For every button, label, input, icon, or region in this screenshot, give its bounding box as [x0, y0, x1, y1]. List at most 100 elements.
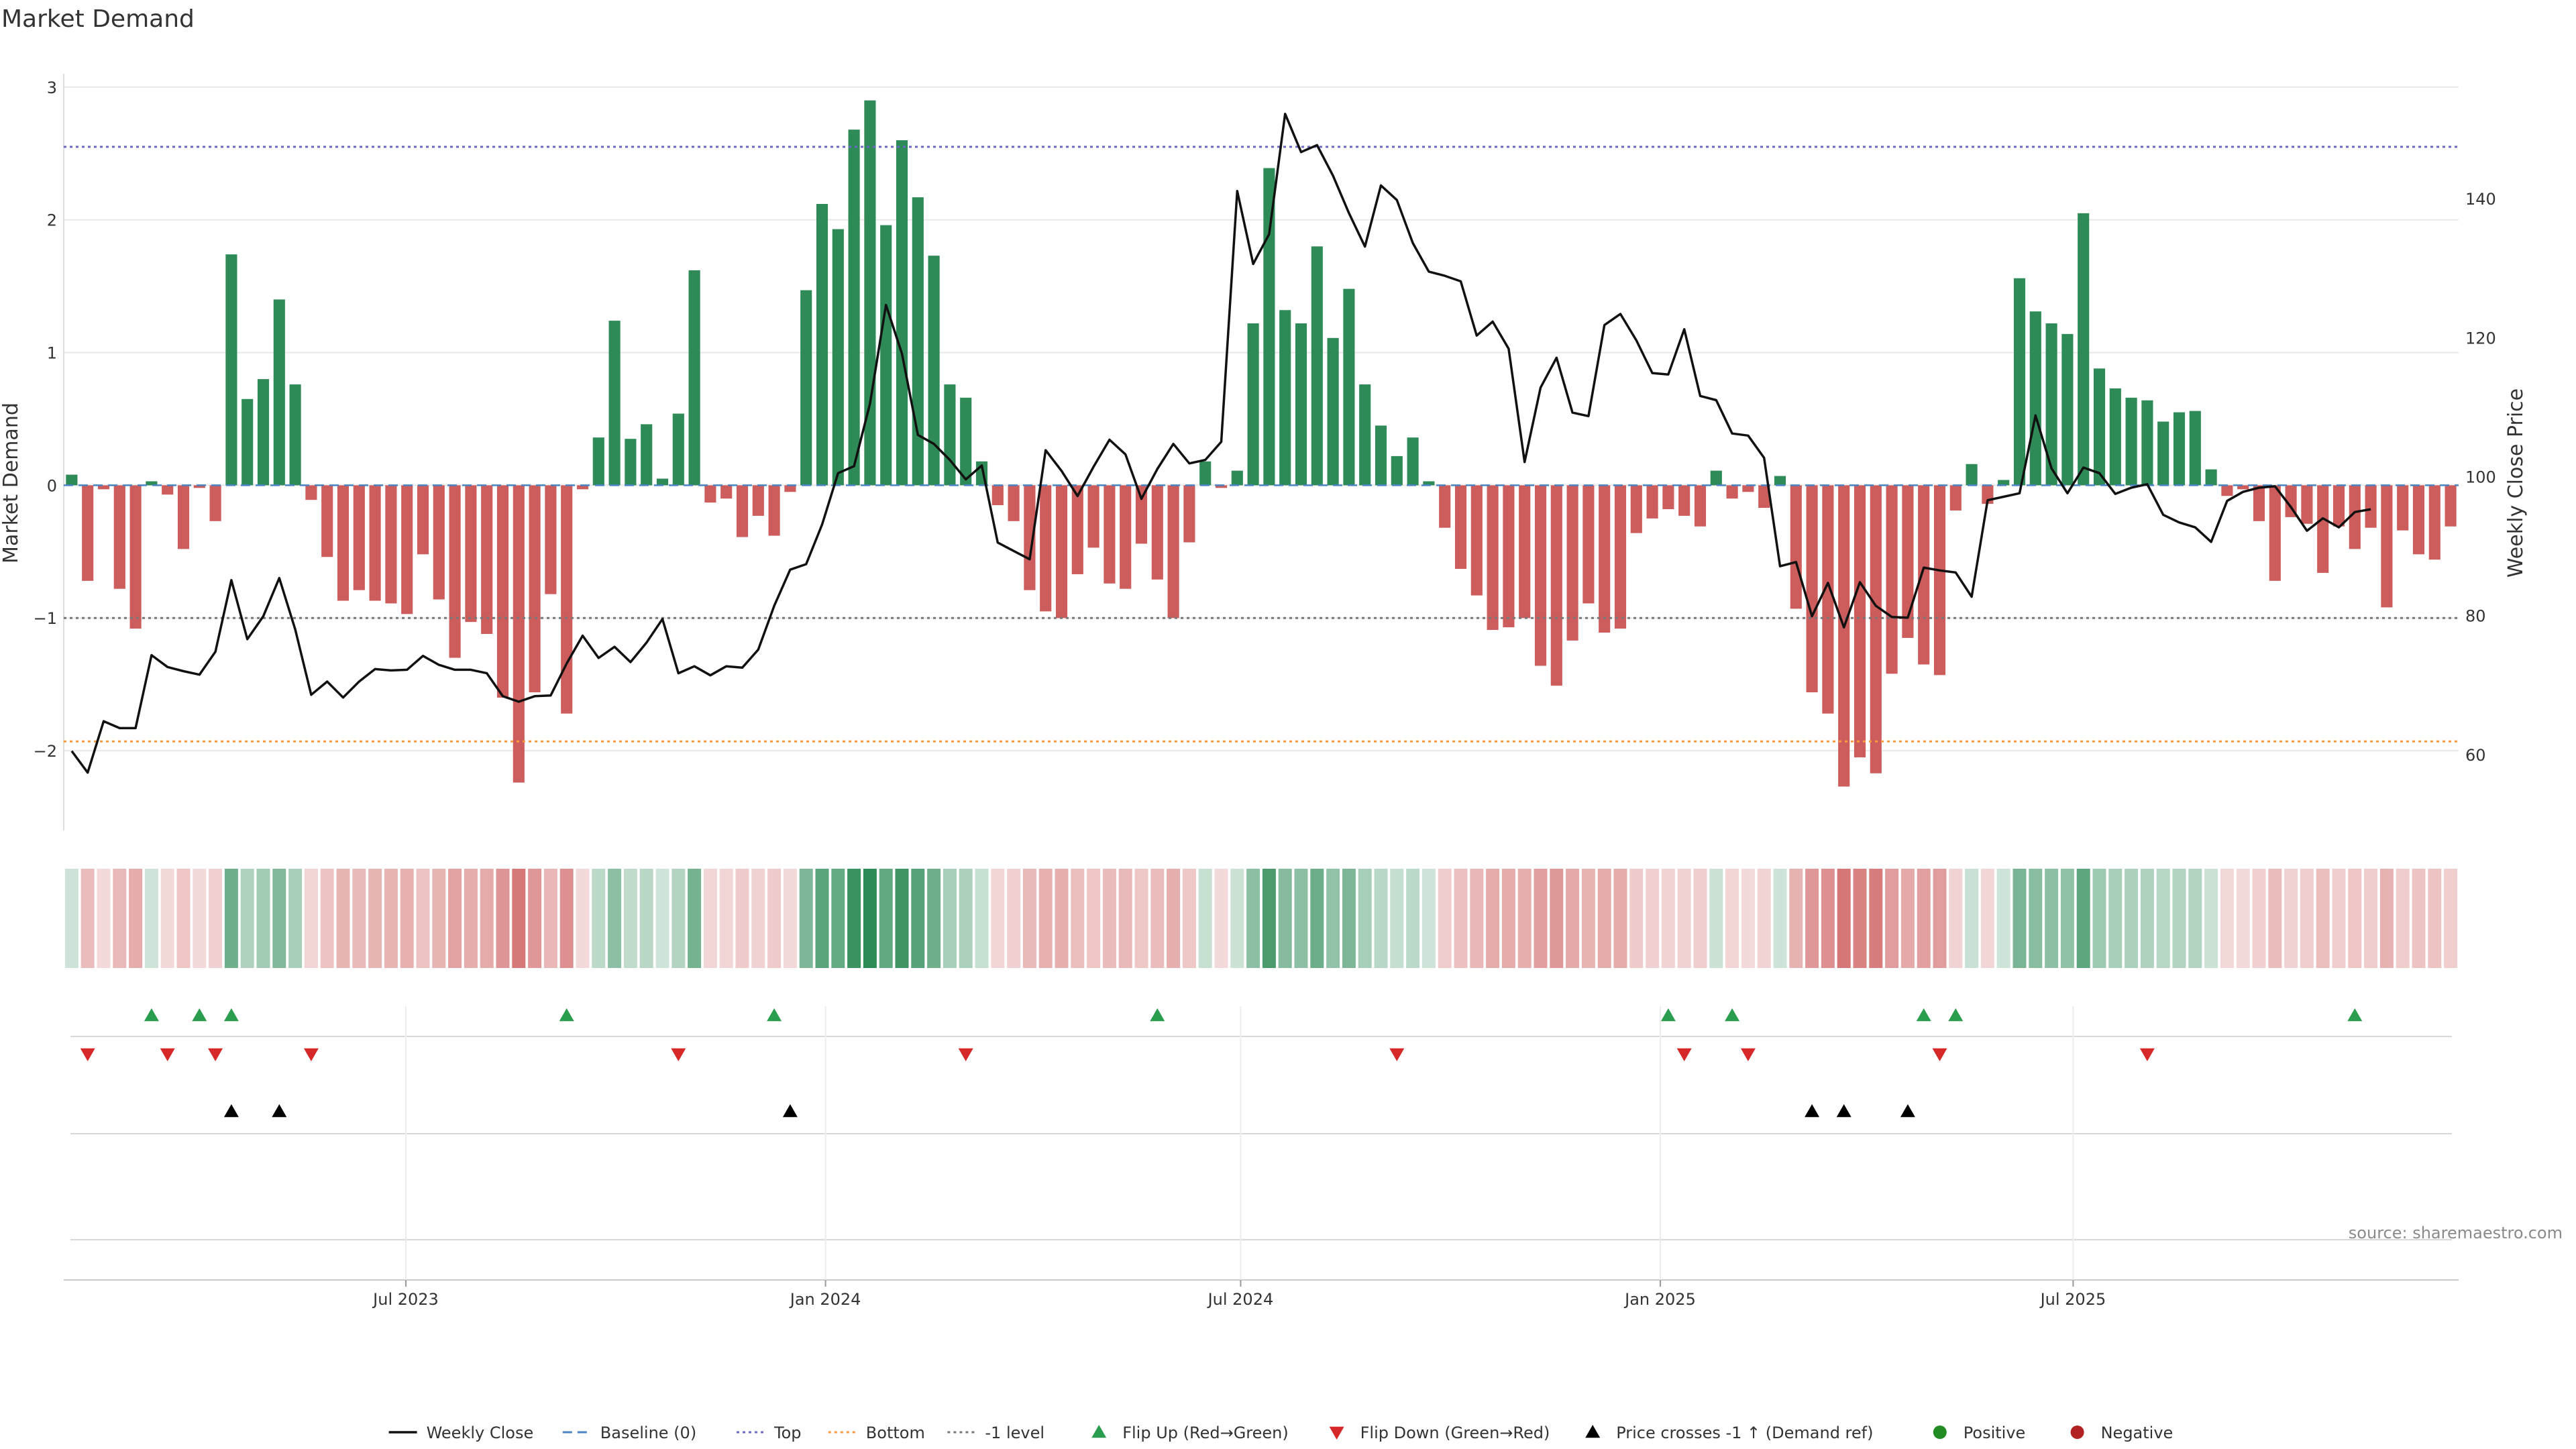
demand-bar-negative	[784, 485, 796, 492]
legend-item: Flip Up (Red→Green)	[1091, 1424, 1289, 1442]
legend-item: Positive	[1933, 1424, 2026, 1442]
heat-cell-negative	[193, 869, 207, 968]
flip-up-marker	[1725, 1008, 1740, 1022]
demand-bar-negative	[2269, 485, 2281, 581]
demand-bar-negative	[1726, 485, 1738, 499]
legend-label: Positive	[1964, 1424, 2026, 1442]
y-tick-label: 1	[47, 344, 57, 363]
flip-up-marker	[1948, 1008, 1964, 1022]
demand-bar-negative	[1008, 485, 1020, 521]
demand-bar-positive	[672, 413, 684, 486]
heat-cell-negative	[2220, 869, 2234, 968]
demand-bar-negative	[449, 485, 461, 658]
price-cross-marker	[1805, 1104, 1820, 1118]
heat-cell-negative	[1693, 869, 1707, 968]
legend-item: Flip Down (Green→Red)	[1329, 1424, 1550, 1442]
heat-cell-positive	[1390, 869, 1404, 968]
flip-up-marker	[192, 1008, 207, 1022]
heat-cell-negative	[1501, 869, 1515, 968]
demand-bar-positive	[960, 397, 972, 486]
demand-bar-positive	[832, 229, 844, 486]
heat-cell-positive	[1294, 869, 1308, 968]
chart-title: Market Demand	[1, 5, 195, 33]
demand-bar-negative	[2397, 485, 2409, 531]
demand-bar-positive	[1359, 384, 1371, 486]
heat-cell-negative	[480, 869, 494, 968]
demand-bar-positive	[816, 203, 828, 486]
heat-cell-positive	[943, 869, 957, 968]
legend-item: -1 level	[947, 1424, 1044, 1442]
heat-cell-negative	[129, 869, 143, 968]
heat-cell-negative	[1167, 869, 1181, 968]
demand-bar-negative	[2253, 485, 2265, 521]
demand-bar-positive	[864, 100, 876, 486]
demand-bar-positive	[2013, 278, 2026, 486]
heat-cell-positive	[1421, 869, 1436, 968]
heat-cell-positive	[224, 869, 238, 968]
heat-cell-positive	[256, 869, 270, 968]
flip-down-marker	[1740, 1048, 1756, 1061]
heat-cell-positive	[2029, 869, 2043, 968]
y2-tick-label: 60	[2465, 746, 2486, 765]
heat-cell-negative	[176, 869, 191, 968]
demand-bar-positive	[928, 256, 940, 486]
demand-bar-positive	[1407, 437, 1419, 486]
price-cross-marker	[1900, 1104, 1915, 1118]
demand-bar-negative	[1918, 485, 1930, 665]
demand-bar-negative	[1104, 485, 1116, 584]
demand-bar-negative	[1838, 485, 1850, 787]
heat-cell-negative	[1821, 869, 1835, 968]
demand-bar-negative	[2317, 485, 2329, 573]
demand-bar-negative	[1024, 485, 1036, 590]
heat-cell-positive	[608, 869, 622, 968]
demand-bar-positive	[2061, 333, 2074, 486]
legend-item: Negative	[2070, 1424, 2173, 1442]
heat-cell-positive	[2076, 869, 2090, 968]
flip-up-marker	[2347, 1008, 2363, 1022]
heat-cell-negative	[1853, 869, 1867, 968]
demand-bar-positive	[2157, 421, 2169, 486]
heat-cell-positive	[592, 869, 606, 968]
heat-cell-positive	[639, 869, 653, 968]
demand-bar-negative	[1902, 485, 1914, 638]
legend-label: -1 level	[985, 1424, 1044, 1442]
heat-cell-positive	[688, 869, 702, 968]
demand-bar-negative	[1135, 485, 1148, 544]
demand-bar-negative	[1566, 485, 1578, 641]
demand-bar-negative	[82, 485, 94, 581]
heat-cell-negative	[1646, 869, 1660, 968]
demand-bar-positive	[1311, 246, 1323, 486]
demand-bar-negative	[1949, 485, 1962, 511]
flip-up-marker	[1150, 1008, 1165, 1022]
demand-bar-negative	[353, 485, 365, 590]
demand-bar-negative	[1151, 485, 1163, 580]
demand-bar-positive	[257, 379, 270, 486]
heat-cell-negative	[1980, 869, 1994, 968]
heat-cell-negative	[384, 869, 398, 968]
heat-cell-positive	[2156, 869, 2170, 968]
heat-cell-negative	[2444, 869, 2458, 968]
demand-bar-negative	[1854, 485, 1866, 757]
heat-cell-negative	[528, 869, 542, 968]
heat-cell-positive	[2125, 869, 2139, 968]
x-tick-label: Jan 2024	[789, 1290, 861, 1309]
demand-bar-negative	[1519, 485, 1531, 619]
demand-bar-negative	[1215, 485, 1228, 488]
heat-cell-positive	[2140, 869, 2154, 968]
legend-label: Bottom	[866, 1424, 925, 1442]
heat-cell-positive	[1278, 869, 1292, 968]
demand-bar-negative	[1758, 485, 1770, 508]
heat-cell-positive	[2172, 869, 2186, 968]
heat-cell-negative	[1629, 869, 1644, 968]
demand-bar-negative	[736, 485, 749, 537]
flip-up-marker	[559, 1008, 574, 1022]
demand-bar-positive	[289, 384, 301, 486]
demand-bar-positive	[2173, 412, 2186, 486]
demand-bar-positive	[1231, 470, 1243, 486]
flip-down-marker	[160, 1048, 175, 1061]
demand-bar-negative	[2381, 485, 2393, 608]
demand-bar-positive	[848, 129, 860, 486]
demand-bar-positive	[688, 270, 700, 486]
demand-bar-positive	[608, 321, 621, 486]
flip-down-marker	[2139, 1048, 2155, 1061]
